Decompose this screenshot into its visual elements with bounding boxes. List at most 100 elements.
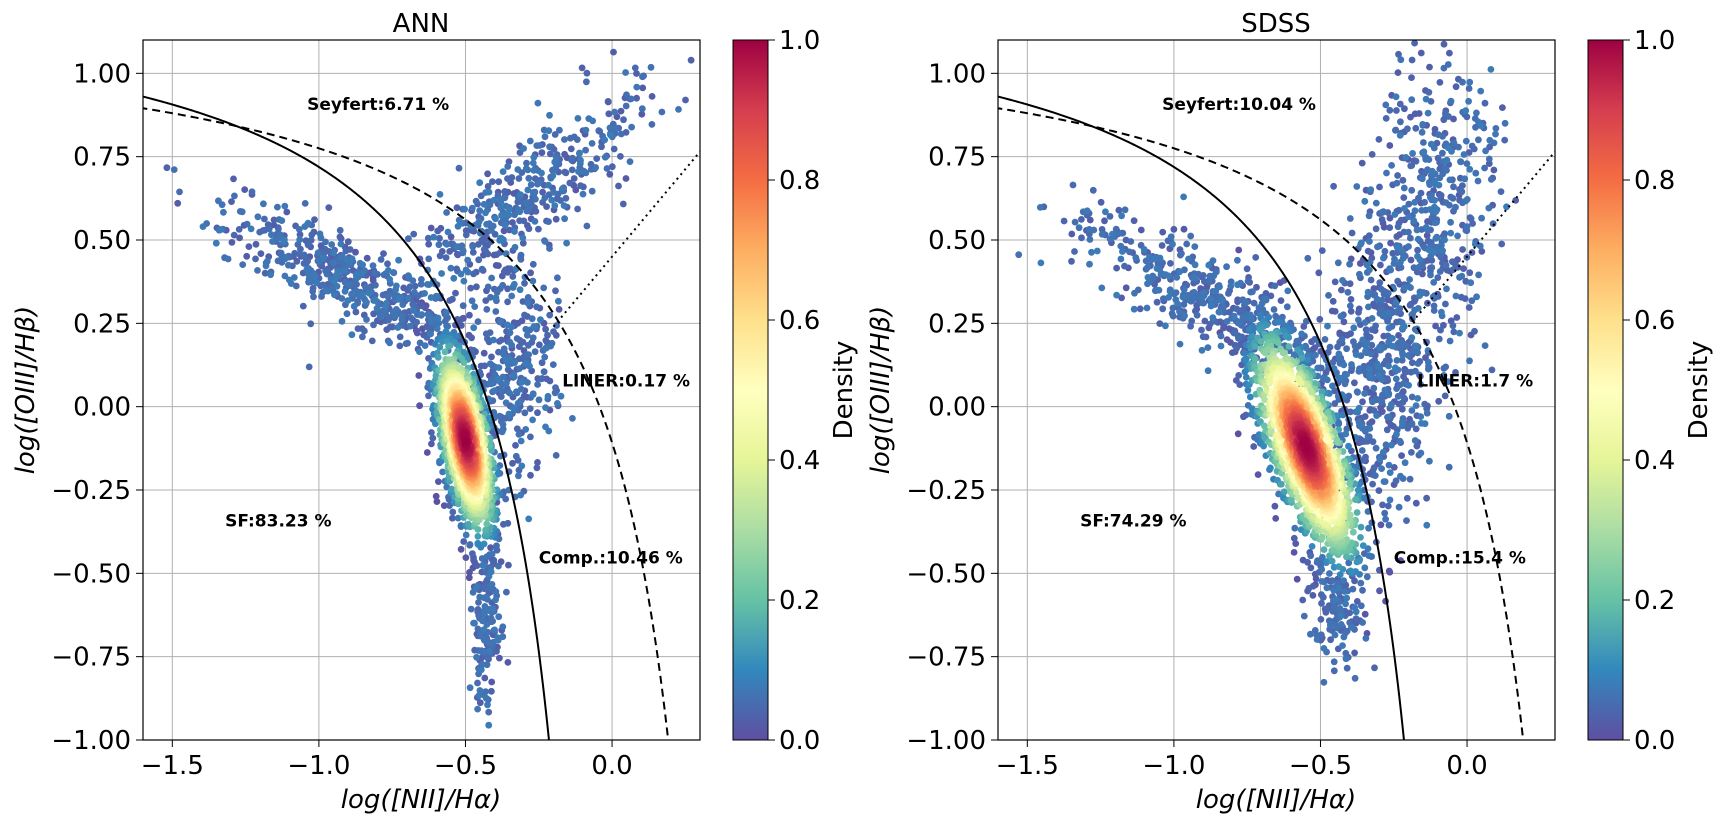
- scatter-point: [393, 306, 400, 313]
- scatter-point: [1230, 329, 1238, 337]
- scatter-point: [392, 286, 400, 293]
- scatter-point: [595, 127, 603, 135]
- scatter-point: [1336, 605, 1344, 612]
- scatter-point: [283, 253, 290, 261]
- scatter-point: [1362, 347, 1369, 355]
- scatter-point: [444, 323, 452, 330]
- scatter-point: [1417, 380, 1424, 388]
- scatter-point: [460, 277, 468, 285]
- scatter-point: [1435, 131, 1442, 139]
- scatter-point: [1235, 334, 1242, 342]
- scatter-point: [461, 432, 469, 439]
- scatter-point: [1166, 288, 1174, 295]
- scatter-point: [517, 437, 525, 445]
- scatter-point: [303, 265, 311, 273]
- scatter-point: [1395, 50, 1402, 58]
- scatter-point: [1251, 355, 1259, 363]
- scatter-point: [1356, 270, 1363, 278]
- scatter-point: [314, 249, 322, 257]
- scatter-point: [1356, 365, 1363, 373]
- scatter-point: [230, 175, 237, 183]
- scatter-point: [1362, 326, 1370, 333]
- scatter-point: [1352, 351, 1360, 358]
- scatter-point: [1075, 224, 1083, 232]
- scatter-point: [1405, 352, 1412, 359]
- scatter-point: [1234, 256, 1241, 264]
- scatter-point: [1366, 266, 1373, 274]
- scatter-point: [1394, 244, 1401, 252]
- scatter-point: [230, 231, 238, 239]
- scatter-point: [530, 323, 538, 331]
- scatter-point: [510, 190, 518, 197]
- scatter-point: [363, 254, 371, 262]
- scatter-point: [1411, 207, 1419, 215]
- scatter-point: [1359, 398, 1366, 406]
- scatter-point: [521, 273, 529, 281]
- scatter-point: [1399, 419, 1406, 427]
- scatter-point: [1311, 380, 1319, 387]
- scatter-point: [352, 271, 360, 279]
- scatter-point: [509, 219, 516, 226]
- scatter-point: [1407, 284, 1414, 291]
- scatter-point: [483, 220, 490, 228]
- scatter-point: [1275, 318, 1282, 326]
- scatter-point: [1413, 226, 1421, 234]
- scatter-point: [1270, 306, 1278, 313]
- scatter-point: [563, 239, 570, 247]
- scatter-point: [460, 314, 467, 322]
- scatter-point: [1443, 285, 1450, 293]
- scatter-point: [492, 588, 500, 595]
- scatter-point: [1251, 343, 1259, 350]
- scatter-point: [506, 329, 514, 337]
- scatter-point: [473, 583, 480, 591]
- scatter-point: [1304, 356, 1311, 363]
- scatter-point: [1452, 292, 1460, 300]
- scatter-point: [500, 268, 508, 276]
- scatter-point: [1159, 228, 1167, 236]
- scatter-point: [511, 211, 518, 219]
- scatter-point: [313, 279, 321, 287]
- scatter-point: [1445, 463, 1453, 471]
- scatter-point: [1434, 154, 1442, 162]
- scatter-point: [365, 289, 373, 297]
- scatter-point: [1115, 206, 1123, 214]
- scatter-point: [471, 619, 478, 627]
- scatter-point: [516, 365, 523, 372]
- scatter-point: [411, 282, 419, 290]
- scatter-point: [1185, 255, 1192, 263]
- scatter-point: [1402, 154, 1410, 161]
- scatter-point: [523, 199, 531, 206]
- scatter-point: [1090, 226, 1098, 234]
- scatter-point: [1398, 247, 1406, 255]
- scatter-point: [491, 387, 498, 394]
- scatter-point: [633, 83, 641, 91]
- scatter-point: [1435, 335, 1443, 343]
- scatter-point: [1304, 254, 1312, 262]
- ann-kauffmann-line: [143, 95, 550, 740]
- scatter-point: [1242, 299, 1250, 306]
- scatter-point: [521, 279, 528, 287]
- scatter-point: [675, 106, 682, 113]
- scatter-point: [1431, 219, 1439, 227]
- ann-kewley-line: [143, 107, 670, 740]
- scatter-point: [1408, 393, 1416, 401]
- scatter-point: [611, 108, 618, 116]
- scatter-point: [1368, 315, 1376, 322]
- scatter-point: [482, 694, 490, 702]
- scatter-point: [373, 305, 381, 312]
- scatter-point: [1300, 323, 1308, 330]
- scatter-point: [1413, 342, 1421, 350]
- scatter-point: [316, 230, 324, 238]
- scatter-point: [1431, 177, 1439, 185]
- scatter-point: [1340, 577, 1348, 584]
- scatter-point: [409, 307, 417, 314]
- scatter-point: [506, 389, 514, 397]
- scatter-point: [1397, 56, 1405, 64]
- scatter-point: [1132, 254, 1140, 262]
- scatter-point: [482, 593, 490, 601]
- scatter-point: [331, 291, 338, 299]
- scatter-point: [1078, 216, 1085, 223]
- scatter-point: [1477, 122, 1485, 130]
- ann-y-tick-label: 0.00: [73, 393, 131, 423]
- scatter-point: [308, 231, 316, 239]
